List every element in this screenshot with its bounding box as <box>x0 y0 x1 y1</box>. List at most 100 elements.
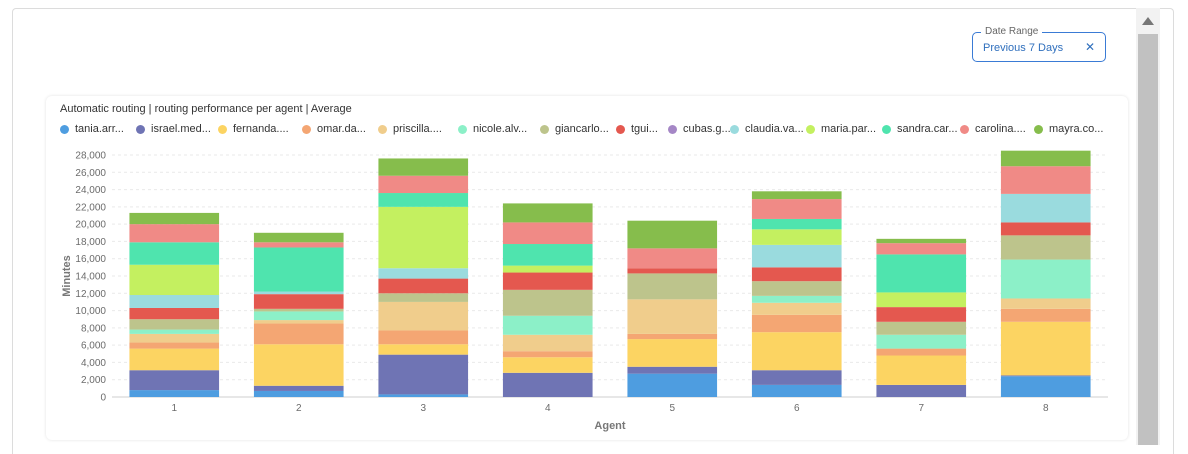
bar-segment <box>129 242 220 265</box>
bar-segment <box>627 366 718 374</box>
bar-segment <box>378 158 469 176</box>
legend-item[interactable]: maria.par... <box>806 122 882 136</box>
bar-segment <box>751 281 842 296</box>
scrollbar-thumb[interactable] <box>1138 34 1158 445</box>
legend-label: giancarlo... <box>555 123 609 135</box>
bar-segment <box>876 355 967 385</box>
bar-segment <box>751 191 842 200</box>
bar-segment <box>876 292 967 308</box>
scroll-up-button[interactable] <box>1136 10 1160 32</box>
bar-segment <box>129 295 220 308</box>
bar-segment <box>502 272 593 290</box>
bar-segment <box>378 344 469 355</box>
bar-segment <box>378 175 469 194</box>
bar-segment <box>627 220 718 249</box>
bar-segment <box>627 373 718 397</box>
bar-segment <box>378 301 469 331</box>
legend-swatch <box>60 124 69 134</box>
bar-segment <box>129 319 220 330</box>
legend-label: nicole.alv... <box>473 123 528 135</box>
legend-item[interactable]: nicole.alv... <box>458 122 540 136</box>
y-tick-label: 22,000 <box>75 202 106 213</box>
bar-segment <box>1000 308 1091 322</box>
bar-segment <box>876 254 967 293</box>
bar-segment <box>751 199 842 219</box>
bar-segment <box>129 390 220 397</box>
y-tick-label: 20,000 <box>75 220 106 231</box>
legend-item[interactable]: cubas.g... <box>668 122 731 136</box>
legend-swatch <box>806 124 815 134</box>
bar-segment <box>129 224 220 243</box>
date-range-label: Date Range <box>981 25 1043 39</box>
bar-segment <box>751 267 842 282</box>
date-range-filter[interactable]: Date Range Previous 7 Days ✕ <box>972 25 1106 62</box>
legend-item[interactable]: priscilla.... <box>378 122 458 136</box>
legend-label: mayra.co... <box>1049 123 1104 135</box>
bar-segment <box>253 323 344 345</box>
bar-segment <box>1000 375 1091 377</box>
bar-segment <box>751 218 842 230</box>
legend-swatch <box>136 124 145 134</box>
bar-segment <box>253 344 344 386</box>
triangle-up-icon <box>1142 17 1154 25</box>
y-tick-label: 26,000 <box>75 168 106 179</box>
bar-segment <box>502 289 593 316</box>
chart-legend: tania.arr... israel.med... fernanda.... oma… <box>60 121 1130 137</box>
bar-segment <box>751 244 842 268</box>
legend-swatch <box>668 124 677 134</box>
bar-segment <box>129 329 220 334</box>
bar-segment <box>876 243 967 255</box>
bar-segment <box>502 372 593 397</box>
bar-segment <box>502 244 593 266</box>
bar-segment <box>751 384 842 397</box>
bar-segment <box>253 311 344 321</box>
legend-label: maria.par... <box>821 123 877 135</box>
bar-segment <box>876 307 967 322</box>
legend-label: tania.arr... <box>75 123 124 135</box>
legend-swatch <box>730 124 739 134</box>
bar-segment <box>627 339 718 367</box>
bar-segment <box>253 308 344 312</box>
legend-swatch <box>302 124 311 134</box>
bar-segment <box>627 333 718 340</box>
legend-item[interactable]: omar.da... <box>302 122 378 136</box>
close-icon[interactable]: ✕ <box>1084 40 1095 54</box>
legend-item[interactable]: israel.med... <box>136 122 218 136</box>
bar-segment <box>627 248 718 269</box>
date-range-value[interactable]: Previous 7 Days <box>983 42 1064 54</box>
bar-segment <box>378 268 469 279</box>
bar-segment <box>502 315 593 335</box>
legend-item[interactable]: carolina.... <box>960 122 1034 136</box>
bar-segment <box>378 330 469 345</box>
y-tick-label: 16,000 <box>75 254 106 265</box>
bar-segment <box>378 206 469 269</box>
y-axis-title: Minutes <box>61 255 73 297</box>
x-axis-title: Agent <box>594 420 626 432</box>
legend-swatch <box>458 124 467 134</box>
legend-item[interactable]: giancarlo... <box>540 122 616 136</box>
bar-segment <box>253 232 344 243</box>
chart-title: Automatic routing | routing performance … <box>60 103 352 115</box>
bar-segment <box>751 370 842 385</box>
bar-segment <box>876 334 967 349</box>
bar-segment <box>253 247 344 292</box>
y-tick-label: 28,000 <box>75 151 106 162</box>
bar-segment <box>1000 321 1091 376</box>
bar-segment <box>876 321 967 335</box>
legend-item[interactable]: claudia.va... <box>730 122 806 136</box>
bar-segment <box>253 385 344 391</box>
legend-item[interactable]: tania.arr... <box>60 122 136 136</box>
legend-item[interactable]: sandra.car... <box>882 122 960 136</box>
legend-item[interactable]: tgui... <box>616 122 668 136</box>
y-tick-label: 24,000 <box>75 185 106 196</box>
y-tick-label: 2,000 <box>81 375 106 386</box>
legend-swatch <box>378 124 387 134</box>
bar-segment <box>129 212 220 225</box>
legend-item[interactable]: mayra.co... <box>1034 122 1104 136</box>
bar-segment <box>876 348 967 356</box>
y-tick-label: 4,000 <box>81 358 106 369</box>
bar-segment <box>253 294 344 309</box>
bar-segment <box>129 370 220 391</box>
bar-segment <box>751 229 842 245</box>
legend-item[interactable]: fernanda.... <box>218 122 302 136</box>
